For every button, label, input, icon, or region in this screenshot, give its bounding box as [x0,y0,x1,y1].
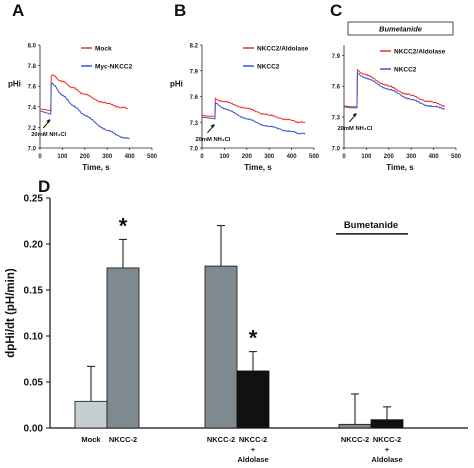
x-tick-label: 0 [38,154,42,160]
x-tick-label: 200 [242,154,253,160]
x-tick-label: 400 [287,154,298,160]
x-tick-label: 500 [147,154,158,160]
panel-letter: A [12,1,24,20]
y-tick-label: 7.0 [28,147,37,153]
bar [236,370,270,429]
significance-marker: * [249,326,258,351]
panel-letter: D [38,177,50,196]
y-tick-label: 0.10 [24,332,44,343]
x-tick-label: 500 [309,154,320,160]
x-tick-label: NKCC-2 [373,435,401,444]
x-tick-label: + [251,445,256,454]
x-tick-label: 0 [200,154,204,160]
legend-label: Myc-NKCC2 [95,64,133,71]
x-axis-label: Time, s [82,163,110,172]
y-tick-label: 0.00 [24,424,44,435]
banner-box [347,21,454,36]
series-line-2 [343,71,445,110]
annotation-label: 20mM NH₄Cl [31,132,66,138]
bar [106,267,140,429]
x-tick-label: 200 [80,154,91,160]
bar [370,419,404,429]
y-axis-label: pHi [170,80,183,89]
y-tick-label: 8.2 [190,44,199,50]
y-tick-label: 8.0 [28,44,37,50]
y-tick-label: 7.6 [28,85,37,91]
panel-c: C 7.0 7.3 7.6 7.9 0 100 200 300 400 500 Time, s NKCC… [330,1,462,172]
x-tick-label: Aldolase [237,455,268,464]
y-tick-label: 0.20 [24,240,44,251]
x-axis-label: Time, s [386,163,414,172]
panel-b: B 7.0 7.3 7.6 7.9 8.2 0 100 200 300 400 500 Time, s p… [170,1,320,172]
x-tick-label: 400 [125,154,136,160]
y-tick-label: 7.0 [332,147,341,153]
y-tick-label: 7.8 [28,64,37,70]
x-tick-label: NKCC-2 [239,435,267,444]
legend-label: NKCC2/Aldolase [394,49,446,56]
series-line-2 [201,101,306,135]
y-tick-label: 7.3 [332,116,341,122]
annotation-label: 20mM NH₄Cl [337,126,372,132]
x-tick-label: 200 [384,154,395,160]
y-axis-label: dpHi/dt (pH/min) [5,268,17,358]
annotation-label: 20mM NH₄Cl [195,137,230,143]
x-tick-label: 400 [429,154,440,160]
annotation-arrowhead [46,119,51,124]
y-tick-label: 7.0 [190,147,199,153]
y-axis-label: pHi [8,80,21,89]
series-line-1 [201,97,306,124]
legend-label: NKCC2 [394,67,417,74]
y-tick-label: 7.4 [28,105,37,111]
x-tick-label: 300 [102,154,113,160]
x-tick-label: 100 [219,154,230,160]
significance-marker: * [119,213,128,238]
x-tick-label: Aldolase [371,455,402,464]
legend-label: Mock [95,46,112,53]
x-tick-label: 100 [361,154,372,160]
series-line-1 [343,68,446,108]
bar [338,423,372,429]
y-tick-label: 7.3 [190,121,199,127]
panel-letter: C [330,1,342,20]
x-tick-label: NKCC-2 [207,435,235,444]
x-tick-label: 300 [264,154,275,160]
panel-letter: B [174,1,186,20]
y-tick-label: 7.2 [28,126,37,132]
x-tick-label: 500 [451,154,462,160]
series-line-2 [39,82,130,140]
panel-a: A 7.0 7.2 7.4 7.6 7.8 8.0 0 100 200 300 400 500 Time,… [8,1,158,172]
x-tick-label: NKCC-2 [341,435,369,444]
banner-label: Bumetanide [344,220,398,231]
x-tick-label: Mock [81,435,101,444]
y-tick-label: 7.6 [332,85,341,91]
y-tick-label: 0.25 [24,194,44,205]
x-tick-label: + [385,445,390,454]
bar [74,400,108,429]
x-axis-label: Time, s [244,163,272,172]
panel-d: D 0.00 0.05 0.10 0.15 0.20 0.25 dpHi/dt (pH/min… [5,177,468,464]
y-tick-label: 7.9 [332,54,341,60]
annotation-arrowhead [210,123,215,128]
y-tick-label: 7.6 [190,95,199,101]
legend-label: NKCC2/Aldolase [257,46,309,53]
x-tick-label: 0 [342,154,346,160]
annotation-arrowhead [352,112,357,117]
x-tick-label: 100 [57,154,68,160]
x-tick-label: NKCC-2 [109,435,137,444]
y-tick-label: 0.15 [24,286,44,297]
bar [204,265,238,429]
series-line-1 [39,74,128,112]
y-tick-label: 7.9 [190,69,199,75]
banner-label: Bumetanide [379,25,422,34]
x-tick-label: 300 [406,154,417,160]
legend-label: NKCC2 [257,64,280,71]
y-tick-label: 0.05 [24,378,44,389]
